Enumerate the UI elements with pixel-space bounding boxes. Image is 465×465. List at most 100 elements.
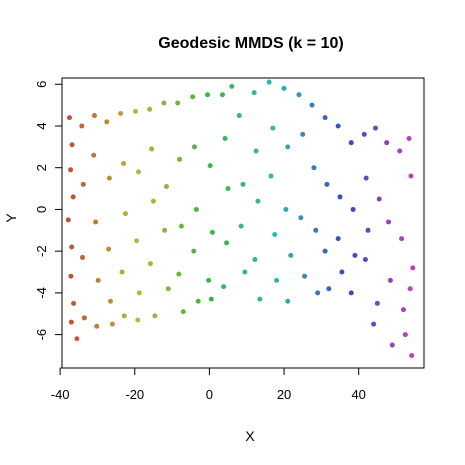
data-point <box>163 183 169 189</box>
data-point <box>207 163 213 169</box>
data-point <box>68 319 74 325</box>
data-point <box>178 223 184 229</box>
data-point <box>109 321 115 327</box>
data-point <box>205 92 211 98</box>
data-point <box>240 181 246 187</box>
data-point <box>255 198 261 204</box>
data-point <box>315 290 321 296</box>
data-point <box>288 252 294 258</box>
y-tick-label: -2 <box>34 245 49 257</box>
data-point <box>283 206 289 212</box>
data-point <box>193 206 199 212</box>
data-point <box>363 175 369 181</box>
data-point <box>348 140 354 146</box>
data-point <box>176 271 182 277</box>
data-point <box>134 238 140 244</box>
data-point <box>118 110 124 116</box>
data-point <box>361 131 367 137</box>
data-point <box>165 286 171 292</box>
data-point <box>121 161 127 167</box>
y-tick-label: 6 <box>34 81 49 88</box>
data-point <box>339 269 345 275</box>
data-point <box>71 300 77 306</box>
data-point <box>74 336 80 342</box>
y-tick-label: -6 <box>34 329 49 341</box>
data-point <box>152 313 158 319</box>
data-point <box>242 269 248 275</box>
y-tick-label: 4 <box>34 122 49 129</box>
data-point <box>296 92 302 98</box>
data-point <box>106 246 112 252</box>
data-point <box>195 298 201 304</box>
data-point <box>108 298 114 304</box>
data-point <box>352 252 358 258</box>
data-point <box>136 169 142 175</box>
data-point <box>337 194 343 200</box>
data-point <box>80 181 86 187</box>
x-tick-label: 0 <box>206 387 213 402</box>
data-point <box>135 317 141 323</box>
data-point <box>376 196 382 202</box>
x-axis: -40 -20 0 20 40 <box>51 367 366 402</box>
data-point <box>348 290 354 296</box>
x-tick-label: -40 <box>51 387 70 402</box>
x-tick-label: 20 <box>277 387 291 402</box>
data-point <box>147 261 153 267</box>
data-point <box>91 152 97 158</box>
data-point <box>285 298 291 304</box>
data-point <box>397 148 403 154</box>
data-point <box>65 217 71 223</box>
data-point <box>326 286 332 292</box>
data-point <box>68 167 74 173</box>
data-point <box>69 142 75 148</box>
data-point <box>106 175 112 181</box>
data-point <box>407 286 413 292</box>
data-point <box>371 321 377 327</box>
chart-title: Geodesic MMDS (k = 10) <box>158 35 343 52</box>
plot-frame <box>61 77 425 369</box>
data-point <box>191 248 197 254</box>
data-point <box>219 92 225 98</box>
data-point <box>70 194 76 200</box>
data-point <box>69 244 75 250</box>
data-point <box>298 215 304 221</box>
data-point <box>268 173 274 179</box>
data-point <box>122 211 128 217</box>
data-point <box>162 227 168 233</box>
data-point <box>136 290 142 296</box>
data-point <box>95 277 101 283</box>
data-point <box>161 100 167 106</box>
data-point <box>238 223 244 229</box>
y-tick-label: -4 <box>34 287 49 299</box>
data-point <box>274 277 280 283</box>
data-point <box>384 140 390 146</box>
data-point <box>221 284 227 290</box>
data-point <box>79 123 85 129</box>
data-point <box>266 79 272 85</box>
data-point <box>300 131 306 137</box>
data-point <box>362 257 368 263</box>
data-point <box>180 309 186 315</box>
data-point <box>365 227 371 233</box>
data-point <box>236 113 242 119</box>
data-point <box>80 254 86 260</box>
data-point <box>389 342 395 348</box>
data-point <box>402 332 408 338</box>
data-point <box>400 307 406 313</box>
data-point <box>408 173 414 179</box>
data-point <box>281 85 287 91</box>
data-point <box>133 108 139 114</box>
data-point <box>149 146 155 152</box>
data-point <box>68 273 74 279</box>
data-point <box>374 300 380 306</box>
data-point <box>253 148 259 154</box>
data-point <box>104 119 110 125</box>
x-tick-label: 40 <box>351 387 365 402</box>
data-point <box>386 219 392 225</box>
data-point <box>311 165 317 171</box>
data-point <box>335 123 341 129</box>
data-point <box>94 323 100 329</box>
data-point <box>285 144 291 150</box>
data-point <box>252 257 258 263</box>
data-point <box>209 229 215 235</box>
